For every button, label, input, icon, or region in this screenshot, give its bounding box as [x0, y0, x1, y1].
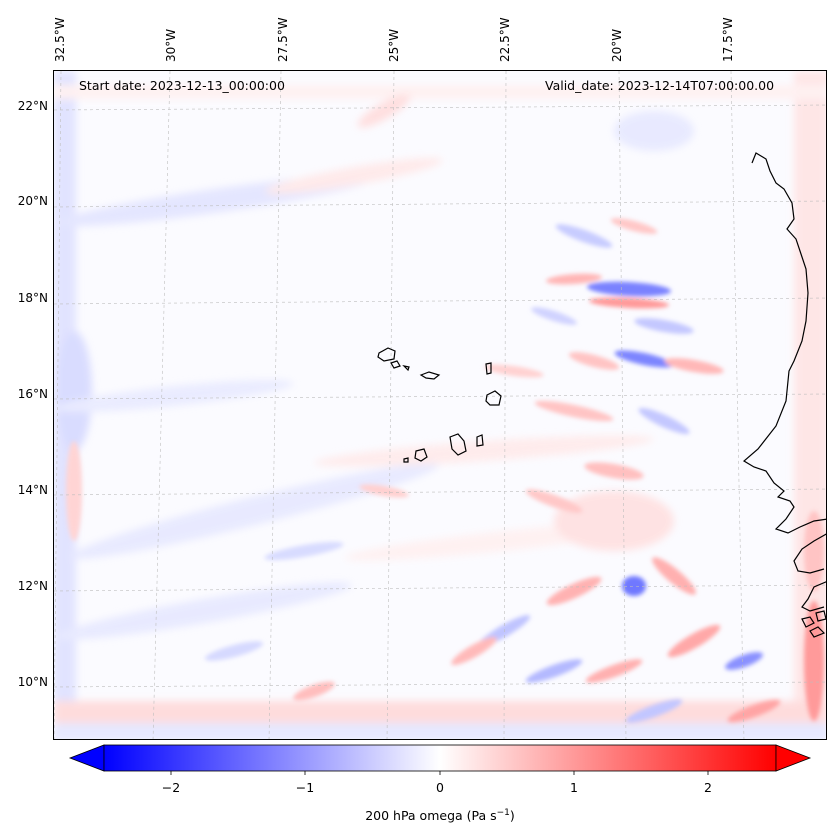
lat-label: 14°N	[17, 483, 48, 497]
lat-label: 20°N	[17, 194, 48, 208]
lon-label: 20°W	[610, 28, 624, 62]
lon-label: 17.5°W	[721, 17, 735, 62]
lat-label: 18°N	[17, 291, 48, 305]
colorbar-gradient	[103, 744, 777, 772]
lon-label: 22.5°W	[498, 17, 512, 62]
gridlines	[54, 71, 826, 739]
lon-label: 27.5°W	[276, 17, 290, 62]
lat-label: 10°N	[17, 675, 48, 689]
coastlines	[377, 152, 826, 638]
lat-label: 22°N	[17, 99, 48, 113]
lat-label: 12°N	[17, 579, 48, 593]
lat-label: 16°N	[17, 387, 48, 401]
cape-verde-maio	[476, 434, 484, 447]
cape-verde-santa-luzia	[402, 365, 410, 372]
valid-date-label: Valid_date: 2023-12-14T07:00:00.00	[545, 78, 775, 93]
colorbar-tick-label: −1	[295, 780, 315, 795]
colorbar-extend-low	[68, 744, 105, 772]
colorbar-tick-label: −2	[161, 780, 181, 795]
africa-coastline	[742, 152, 826, 534]
cape-verde-fogo	[414, 448, 428, 462]
map-panel	[53, 70, 827, 740]
cape-verde-santo-antao	[377, 347, 396, 362]
colorbar-label-main: 200 hPa omega (Pa s	[365, 808, 497, 824]
field-streaks	[66, 218, 824, 723]
bijagos-islands	[801, 610, 826, 638]
cape-verde-boa-vista	[485, 390, 502, 406]
field-broad-bands	[54, 71, 826, 739]
colorbar-ticks	[170, 771, 709, 775]
colorbar-tick-label: 0	[436, 780, 444, 795]
cape-verde-santiago	[449, 433, 467, 456]
cape-verde-sal	[485, 362, 492, 375]
colorbar-label-exponent: −1	[496, 808, 510, 818]
start-date-label: Start date: 2023-12-13_00:00:00	[79, 78, 285, 93]
guinea-bissau-coast	[801, 581, 826, 612]
lon-label: 25°W	[387, 28, 401, 62]
cape-verde-sao-nicolau	[419, 371, 441, 380]
omega-field-map	[54, 71, 826, 739]
lon-label: 30°W	[164, 28, 178, 62]
colorbar-label: 200 hPa omega (Pa s−1)	[365, 808, 515, 823]
cape-verde-brava	[403, 457, 409, 463]
colorbar-label-end: )	[509, 808, 515, 824]
colorbar	[68, 744, 812, 775]
colorbar-tick-label: 2	[704, 780, 712, 795]
gambia-senegal-coast	[793, 533, 826, 574]
cape-verde-sao-vicente	[390, 360, 401, 369]
colorbar-extend-high	[775, 744, 812, 772]
colorbar-tick-label: 1	[570, 780, 578, 795]
lon-label: 32.5°W	[53, 17, 67, 62]
